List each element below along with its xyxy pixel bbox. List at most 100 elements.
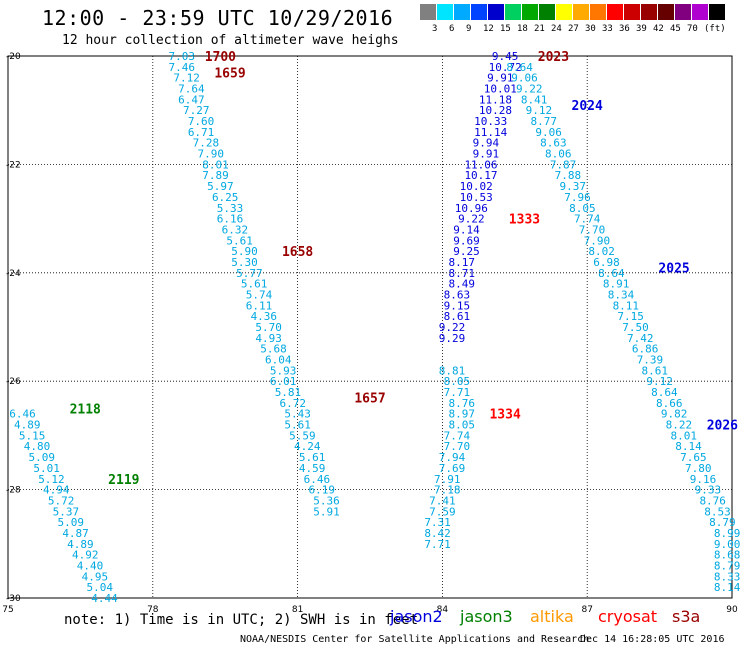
wave-height-value: 8.41 <box>521 93 548 106</box>
scale-label: 12 <box>483 24 494 34</box>
legend-item-s3a: s3a <box>672 607 701 626</box>
wave-height-value: 7.12 <box>173 72 200 85</box>
scale-label: 6 <box>449 24 455 34</box>
wave-height-value: 8.71 <box>448 267 475 280</box>
wave-height-value: 8.68 <box>714 549 740 562</box>
wave-height-value: 5.72 <box>48 494 75 507</box>
scale-swatch <box>437 4 453 20</box>
scale-label: 70 <box>687 24 698 34</box>
legend-item-jason3: jason3 <box>460 607 513 626</box>
scale-swatch <box>539 4 555 20</box>
scale-label: 24 <box>551 24 562 34</box>
scale-swatch <box>471 4 487 20</box>
wave-height-value: 8.77 <box>531 115 558 128</box>
x-tick-label: 78 <box>147 605 159 615</box>
wave-height-value: 8.05 <box>448 419 475 432</box>
wave-height-value: 6.46 <box>9 408 36 421</box>
y-tick-label: -26 <box>6 377 21 387</box>
wave-height-value: 8.91 <box>603 278 630 291</box>
wave-height-value: 8.79 <box>714 559 740 572</box>
scale-label: 39 <box>636 24 647 34</box>
legend-item-jason2: jason2 <box>390 607 443 626</box>
wave-height-value: 7.41 <box>429 494 456 507</box>
scale-label: (ft) <box>704 24 726 34</box>
x-tick-label: 81 <box>292 605 303 615</box>
wave-height-value: 7.71 <box>444 386 471 399</box>
wave-height-value: 9.33 <box>695 484 722 497</box>
wave-height-value: 9.45 <box>492 50 519 63</box>
wave-height-value: 9.00 <box>714 538 740 551</box>
pass-time-label: 1657 <box>354 391 385 406</box>
wave-height-value: 9.12 <box>646 375 673 388</box>
wave-height-value: 10.02 <box>460 180 493 193</box>
wave-height-value: 11.14 <box>474 126 507 139</box>
wave-height-value: 4.94 <box>43 484 70 497</box>
wave-height-value: 4.89 <box>67 538 94 551</box>
wave-height-value: 5.04 <box>86 581 113 594</box>
pass-time-label: 2026 <box>707 419 738 434</box>
pass-time-label: 2118 <box>70 402 101 417</box>
wave-height-value: 8.66 <box>656 397 683 410</box>
wave-height-value: 8.61 <box>444 310 471 323</box>
wave-height-value: 7.90 <box>584 234 611 247</box>
wave-height-value: 5.61 <box>241 278 268 291</box>
scale-label: 42 <box>653 24 664 34</box>
wave-height-value: 8.76 <box>699 494 726 507</box>
wave-height-value: 9.37 <box>559 180 586 193</box>
wave-height-value: 8.17 <box>448 256 475 269</box>
x-tick-label: 90 <box>726 605 738 615</box>
wave-height-value: 8.64 <box>651 386 678 399</box>
wave-height-value: 6.19 <box>308 484 335 497</box>
pass-time-label: 1334 <box>489 408 520 423</box>
wave-height-value: 8.63 <box>444 288 471 301</box>
scale-swatch <box>505 4 521 20</box>
wave-height-value: 7.80 <box>685 462 712 475</box>
wave-height-value: 4.89 <box>14 419 41 432</box>
y-tick-label: -30 <box>6 594 21 604</box>
wave-height-value: 8.05 <box>569 202 596 215</box>
wave-height-value: 5.61 <box>299 451 326 464</box>
wave-height-value: 9.94 <box>473 137 500 150</box>
scale-label: 15 <box>500 24 511 34</box>
wave-height-value: 8.49 <box>448 278 475 291</box>
wave-height-value: 6.46 <box>304 473 331 486</box>
scale-swatch <box>709 4 725 20</box>
y-tick-label: -22 <box>6 160 21 170</box>
wave-height-value: 8.05 <box>444 375 471 388</box>
wave-height-value: 5.43 <box>284 408 311 421</box>
wave-height-value: 8.01 <box>670 429 697 442</box>
pass-time-label: 2024 <box>572 99 603 114</box>
wave-height-value: 7.18 <box>434 484 461 497</box>
wave-height-value: 4.44 <box>91 592 118 605</box>
page-title: 12:00 - 23:59 UTC 10/29/2016 <box>42 6 394 30</box>
wave-height-value: 9.22 <box>458 213 485 226</box>
wave-height-value: 5.33 <box>217 202 244 215</box>
wave-height-value: 7.46 <box>169 61 196 74</box>
wave-height-value: 8.11 <box>613 299 640 312</box>
wave-height-value: 7.87 <box>550 158 577 171</box>
scale-swatch <box>488 4 504 20</box>
pass-time-label: 1333 <box>509 213 540 228</box>
page-subtitle: 12 hour collection of altimeter wave hei… <box>62 33 399 48</box>
scale-swatch <box>573 4 589 20</box>
wave-height-value: 8.99 <box>714 527 740 540</box>
scale-swatch <box>607 4 623 20</box>
wave-height-value: 8.63 <box>540 137 567 150</box>
wave-height-value: 7.90 <box>197 148 224 161</box>
pass-time-label: 2023 <box>538 50 569 65</box>
wave-height-value: 6.04 <box>265 354 292 367</box>
wave-height-value: 6.86 <box>632 343 659 356</box>
wave-height-value: 7.74 <box>574 213 601 226</box>
wave-height-value: 11.06 <box>464 158 497 171</box>
wave-height-value: 6.72 <box>280 397 307 410</box>
scale-swatch <box>641 4 657 20</box>
wave-height-value: 9.16 <box>690 473 717 486</box>
pass-time-label: 1658 <box>282 245 313 260</box>
wave-height-value: 6.47 <box>178 93 205 106</box>
wave-height-value: 4.87 <box>62 527 89 540</box>
x-tick-label: 84 <box>437 605 449 615</box>
wave-height-value: 6.25 <box>212 191 239 204</box>
wave-height-value: 10.96 <box>455 202 488 215</box>
wave-height-value: 7.42 <box>627 332 654 345</box>
